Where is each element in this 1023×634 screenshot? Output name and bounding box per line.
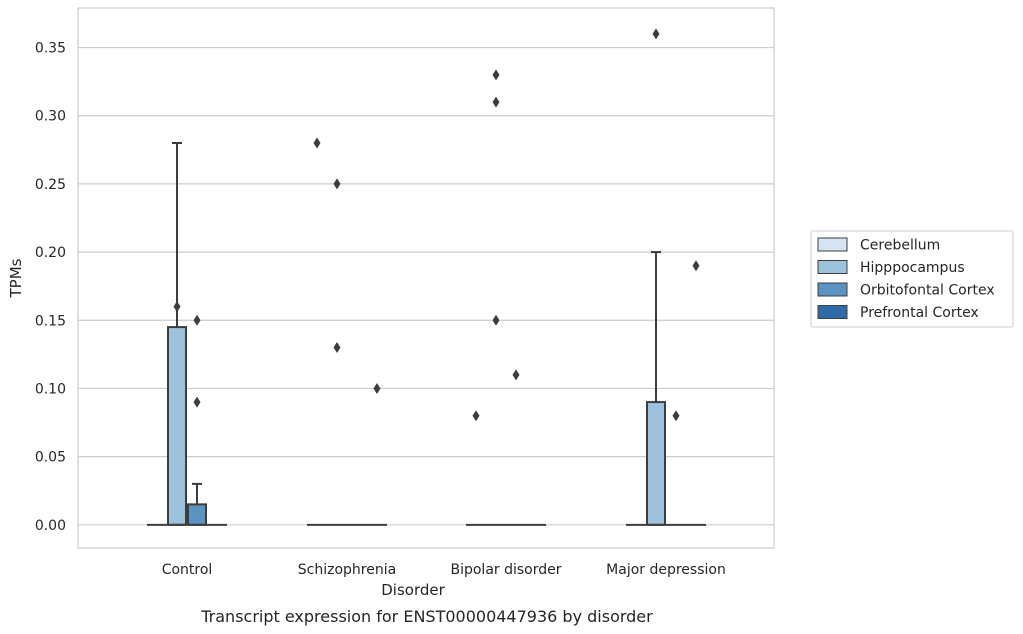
box-body <box>646 401 666 526</box>
chart-caption: Transcript expression for ENST0000044793… <box>200 607 653 626</box>
y-tick-label: 0.05 <box>35 450 66 466</box>
box-body <box>187 503 207 526</box>
y-tick-labels: 0.00 0.05 0.10 0.15 0.20 0.25 0.30 0.35 <box>35 41 66 534</box>
outlier-points <box>173 28 700 422</box>
x-tick-label: Major depression <box>606 562 726 578</box>
legend-swatch <box>817 305 848 319</box>
outlier-point <box>333 178 341 190</box>
outlier-point <box>373 382 381 394</box>
y-tick-label: 0.35 <box>35 41 66 57</box>
legend-swatch <box>817 237 848 252</box>
outlier-point <box>313 137 321 149</box>
x-tick-labels: Control Schizophrenia Bipolar disorder Majo… <box>162 562 726 578</box>
legend-label: Cerebellum <box>860 238 940 254</box>
legend-swatch <box>817 260 848 274</box>
outlier-point <box>472 410 480 422</box>
y-tick-label: 0.20 <box>35 245 66 261</box>
legend-frame <box>810 230 1014 328</box>
box-hipppocampus <box>167 142 187 526</box>
y-tick-label: 0.30 <box>35 109 66 125</box>
legend: Cerebellum Hipppocampus Orbitofontal Corte… <box>810 230 1014 328</box>
outlier-point <box>492 96 500 108</box>
legend-label: Hipppocampus <box>860 260 965 276</box>
box-hipppocampus <box>646 251 666 526</box>
legend-label: Prefrontal Cortex <box>860 305 979 321</box>
box-orbitofontal-cortex <box>187 482 207 526</box>
outlier-point <box>193 396 201 408</box>
legend-swatch <box>817 282 848 297</box>
outlier-point <box>492 314 500 326</box>
box-body <box>167 326 187 526</box>
outlier-point <box>333 342 341 354</box>
outlier-point <box>652 28 660 40</box>
outlier-point <box>672 410 680 422</box>
outlier-point <box>692 260 700 272</box>
y-tick-label: 0.10 <box>35 381 66 397</box>
box-series <box>147 142 706 526</box>
outlier-point <box>492 69 500 81</box>
outlier-point <box>173 301 181 313</box>
y-axis-title: TPMs <box>7 258 25 298</box>
outlier-point <box>512 369 520 381</box>
y-tick-label: 0.00 <box>35 518 66 534</box>
outlier-point <box>193 314 201 326</box>
y-tick-label: 0.15 <box>35 313 66 329</box>
x-axis-title: Disorder <box>381 581 445 599</box>
x-tick-label: Schizophrenia <box>298 562 396 578</box>
legend-label: Orbitofontal Cortex <box>860 283 995 299</box>
x-tick-label: Control <box>162 562 213 578</box>
y-tick-label: 0.25 <box>35 177 66 193</box>
x-tick-label: Bipolar disorder <box>450 562 561 578</box>
